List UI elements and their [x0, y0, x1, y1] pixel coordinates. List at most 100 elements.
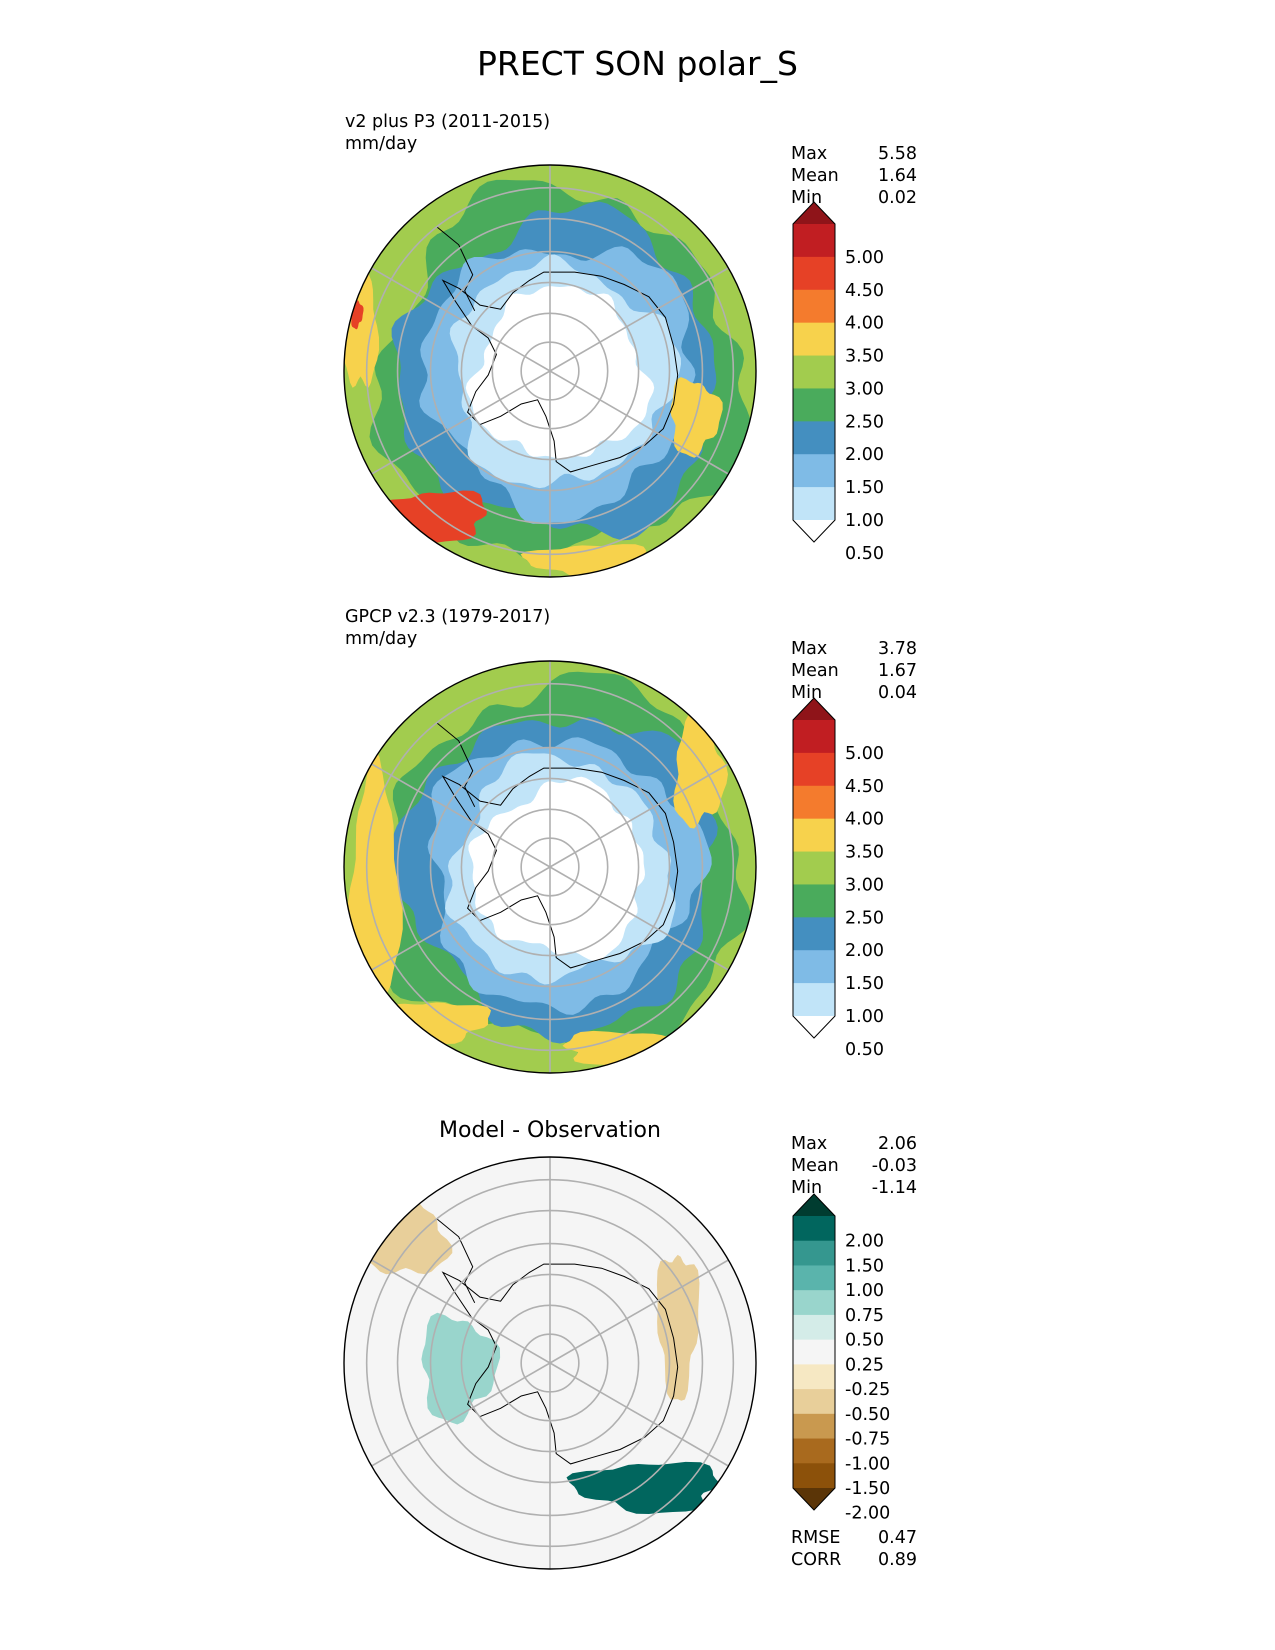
- colorbar-segment: [793, 388, 835, 422]
- colorbar-tick-label: 2.00: [845, 941, 884, 961]
- panel-3-title: Model - Observation: [439, 1118, 661, 1143]
- colorbar-segment: [793, 950, 835, 984]
- panel-2-stats: Max 3.78 Mean 1.67 Min 0.04: [791, 638, 917, 704]
- stat-mean: Mean 1.67: [791, 661, 917, 681]
- colorbar-segment: [793, 355, 835, 389]
- colorbar-segment: [793, 1240, 835, 1266]
- colorbar-segment: [793, 1438, 835, 1464]
- colorbar-tick-label: -0.75: [845, 1430, 890, 1450]
- stat-max: Max 5.58: [791, 144, 917, 164]
- colorbar-extend-bottom: [793, 1016, 835, 1038]
- panel-2-title: GPCP v2.3 (1979-2017): [345, 607, 551, 627]
- colorbar-tick-label: 0.50: [845, 1331, 884, 1351]
- colorbar-tick-label: 1.50: [845, 478, 884, 498]
- contour-blob: [566, 1461, 720, 1514]
- stat-max: Max 2.06: [791, 1134, 917, 1154]
- colorbar-tick-label: 2.50: [845, 412, 884, 432]
- colorbar-tick-label: 0.25: [845, 1355, 884, 1375]
- colorbar-extend-top: [793, 698, 835, 720]
- colorbar-tick-label: 3.00: [845, 379, 884, 399]
- polar-map-2: [343, 660, 757, 1074]
- colorbar-tick-label: 3.50: [845, 843, 884, 863]
- colorbar-tick-label: -2.00: [845, 1504, 890, 1524]
- colorbar-segment: [793, 322, 835, 357]
- colorbar-segment: [793, 720, 835, 754]
- colorbar-segment: [793, 1265, 835, 1291]
- colorbar-3: 2.00 1.50 1.00 0.75 0.50 0.25 -0.25 -0.50 -0.75 -…: [792, 1193, 890, 1524]
- colorbar-segment: [793, 1463, 835, 1489]
- figure-title: PRECT SON polar_S: [476, 44, 798, 83]
- meridian-line: [371, 866, 551, 971]
- colorbar-2: 5.00 4.50 4.00 3.50 3.00 2.50 2.00 1.50 1.00 0.50: [792, 697, 884, 1060]
- colorbar-extend-top: [793, 202, 835, 224]
- colorbar-segment: [793, 256, 835, 291]
- colorbar-tick-label: 4.50: [845, 281, 884, 301]
- colorbar-tick-label: 1.00: [845, 1007, 884, 1027]
- colorbar-tick-label: 5.00: [845, 744, 884, 764]
- colorbar-tick-label: 1.50: [845, 974, 884, 994]
- contour-blob: [670, 377, 723, 458]
- meridian-line: [371, 370, 551, 475]
- stat-corr: CORR 0.89: [791, 1550, 917, 1570]
- meridian-line: [371, 763, 551, 868]
- colorbar-tick-label: 3.00: [845, 875, 884, 895]
- colorbar-tick-label: 4.00: [845, 810, 884, 830]
- coastline: [436, 1218, 476, 1304]
- colorbar-outline: [792, 201, 836, 543]
- stat-min: Min 0.04: [791, 683, 917, 703]
- colorbar-segment: [793, 917, 835, 951]
- contour-blob: [377, 490, 487, 543]
- map-field: [344, 165, 756, 577]
- colorbar-segment: [793, 884, 835, 918]
- colorbar-segment: [793, 421, 835, 455]
- colorbar-tick-label: 0.50: [845, 1040, 884, 1060]
- meridian-line: [371, 1362, 551, 1467]
- colorbar-tick-label: 1.00: [845, 511, 884, 531]
- meridian-line: [549, 763, 729, 868]
- panel-3-stats: Max 2.06 Mean -0.03 Min -1.14: [791, 1133, 917, 1199]
- meridian-line: [549, 1362, 729, 1467]
- colorbar-tick-label: 2.00: [845, 1232, 884, 1252]
- meridian-line: [549, 1259, 729, 1364]
- colorbar-tick-label: -1.50: [845, 1479, 890, 1499]
- stat-mean: Mean 1.64: [791, 166, 917, 186]
- colorbar-segment: [793, 454, 835, 488]
- colorbar-extend-top: [793, 1194, 835, 1216]
- stat-mean: Mean -0.03: [791, 1156, 917, 1176]
- colorbar-segment: [793, 983, 835, 1017]
- stat-min: Min -1.14: [791, 1178, 917, 1198]
- colorbar-tick-label: -1.00: [845, 1454, 890, 1474]
- contour-blob: [656, 1254, 700, 1401]
- colorbar-1: 5.00 4.50 4.00 3.50 3.00 2.50 2.00 1.50 1.00 0.50: [792, 201, 884, 564]
- colorbar-segment: [793, 224, 835, 258]
- panel-1-title: v2 plus P3 (2011-2015): [345, 112, 551, 132]
- colorbar-tick-label: 1.50: [845, 1256, 884, 1276]
- colorbar-segment: [793, 1216, 835, 1242]
- meridian-line: [549, 370, 729, 475]
- meridian-line: [549, 267, 729, 372]
- panel-1-units: mm/day: [345, 134, 418, 154]
- colorbar-segment: [793, 851, 835, 885]
- colorbar-extend-bottom: [793, 520, 835, 542]
- meridian-line: [371, 267, 551, 372]
- map-boundary: [343, 1156, 757, 1570]
- colorbar-segment: [793, 487, 835, 521]
- stat-rmse: RMSE 0.47: [791, 1528, 917, 1548]
- contour-blob: [562, 1030, 716, 1067]
- contour-blob: [347, 748, 403, 995]
- map-field: [344, 1157, 756, 1569]
- coastline: [441, 271, 679, 473]
- colorbar-tick-label: 2.00: [845, 445, 884, 465]
- coastline: [441, 1263, 679, 1465]
- panel-1-stats: Max 5.58 Mean 1.64 Min 0.02: [791, 143, 917, 209]
- colorbar-tick-label: 0.75: [845, 1306, 884, 1326]
- colorbar-tick-label: 4.00: [845, 314, 884, 334]
- map-boundary: [343, 660, 757, 1074]
- colorbar-segment: [793, 1389, 835, 1415]
- stat-max: Max 3.78: [791, 639, 917, 659]
- colorbar-segment: [793, 818, 835, 853]
- colorbar-segment: [793, 289, 835, 324]
- colorbar-segment: [793, 1339, 835, 1365]
- colorbar-outline: [792, 1193, 836, 1511]
